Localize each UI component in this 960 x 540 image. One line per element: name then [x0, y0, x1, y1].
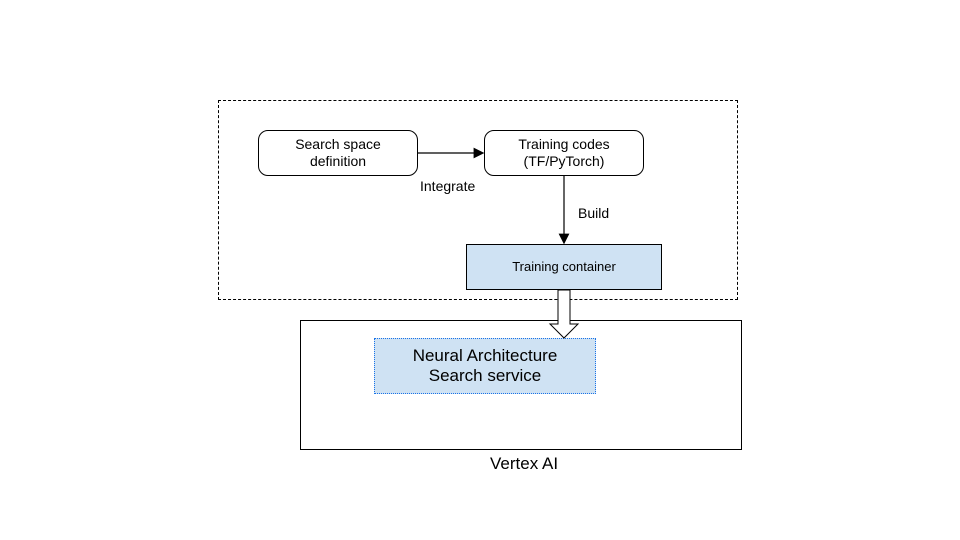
edges-svg: [0, 0, 960, 540]
edge-to-nas: [550, 290, 578, 338]
diagram-canvas: Vertex AI Search spacedefinition Trainin…: [0, 0, 960, 540]
